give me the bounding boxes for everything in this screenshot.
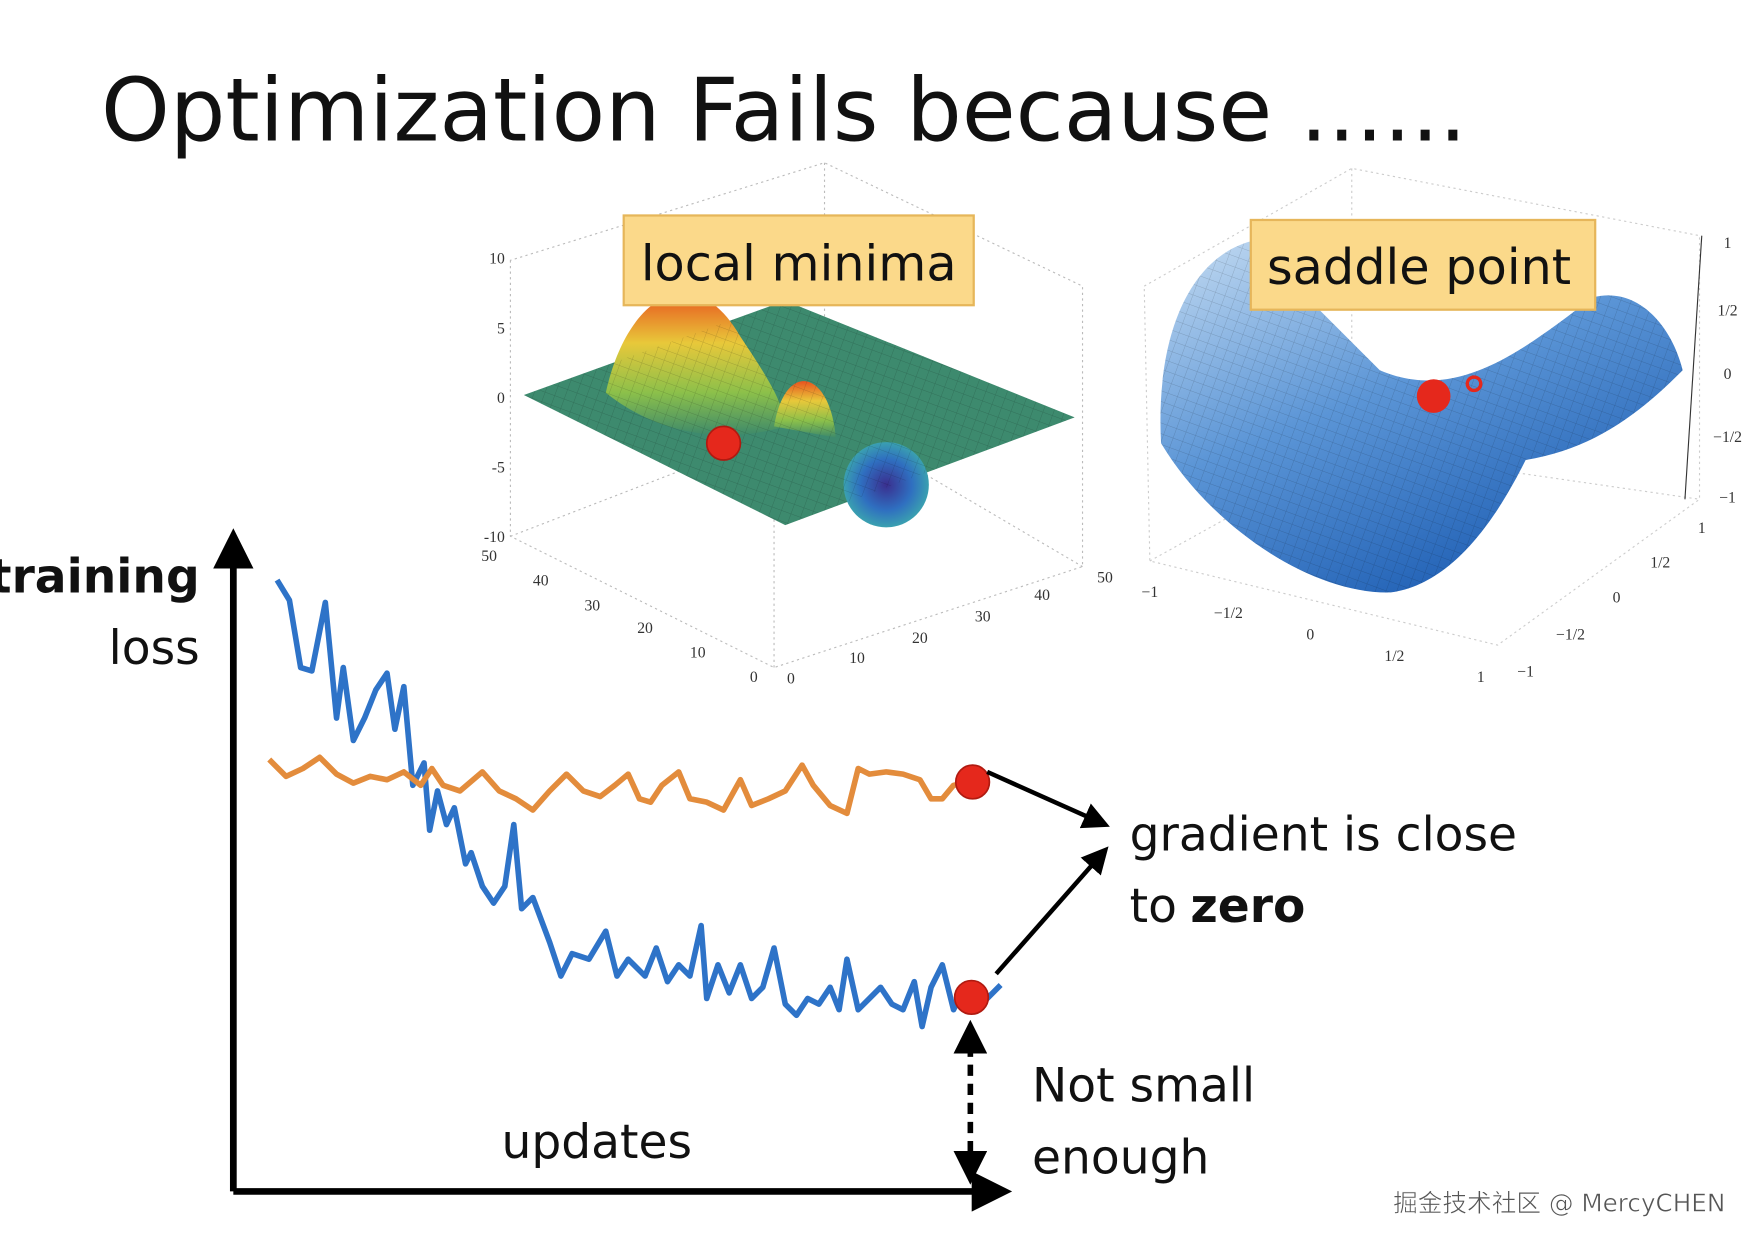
tick-label: -5 xyxy=(492,459,505,476)
tick-label: −1 xyxy=(1517,664,1534,681)
tick-label: 10 xyxy=(849,650,865,667)
tick-label: 1 xyxy=(1724,235,1732,252)
tick-label: 20 xyxy=(912,630,928,647)
tick-label: 5 xyxy=(497,320,505,337)
tick-label: 10 xyxy=(489,251,505,268)
tick-label: −1/2 xyxy=(1713,429,1742,446)
annotation: enough xyxy=(1032,1130,1209,1185)
annotation: Not small xyxy=(1032,1059,1255,1114)
label-box xyxy=(1249,218,1597,311)
tick-label: −1/2 xyxy=(1214,605,1243,622)
arrow xyxy=(994,846,1109,976)
blue-curve xyxy=(274,578,1003,1030)
annotation: gradient is close xyxy=(1130,807,1517,862)
tick-label: 0 xyxy=(497,390,505,407)
saddle-surface xyxy=(1160,241,1683,593)
tick-label: 40 xyxy=(1034,587,1050,604)
saddle-point-label: saddle point xyxy=(1267,238,1571,296)
local-minima-label: local minima xyxy=(641,235,957,293)
label-box xyxy=(622,214,975,307)
x-axis-label: updates xyxy=(502,1115,693,1170)
tick-label: 40 xyxy=(533,573,549,590)
arrow xyxy=(986,769,1110,829)
annotation-text: to xyxy=(1130,879,1177,934)
tick-label: 1 xyxy=(1698,520,1706,537)
tick-label: 1 xyxy=(1477,669,1485,686)
tick-label: 0 xyxy=(1724,366,1732,383)
tick-label: −1/2 xyxy=(1556,627,1585,644)
tick-label: −1 xyxy=(1141,584,1158,601)
y-axis-label: loss xyxy=(109,621,200,676)
tick-label: −1 xyxy=(1719,490,1736,507)
title: Optimization Fails because ...... xyxy=(101,59,1467,161)
tick-label: 20 xyxy=(637,620,653,637)
tick-label: 1/2 xyxy=(1650,555,1670,572)
tick-label: 30 xyxy=(584,597,600,614)
tick-label: 50 xyxy=(481,548,497,565)
tick-label: -10 xyxy=(484,529,505,546)
tick-label: 10 xyxy=(690,644,706,661)
tick-label: 0 xyxy=(1306,627,1314,644)
y-axis-label: training xyxy=(0,549,200,604)
tick-label: 0 xyxy=(787,670,795,687)
local-minima-surface xyxy=(523,293,1075,528)
tick-label: 50 xyxy=(1097,569,1113,586)
tick-label: 0 xyxy=(1613,589,1621,606)
watermark: 掘金技术社区 @ MercyCHEN xyxy=(1393,1189,1725,1218)
point xyxy=(953,979,990,1016)
saddle-z-axis xyxy=(1684,235,1703,500)
tick-label: 0 xyxy=(750,669,758,686)
tick-label: 30 xyxy=(975,609,991,626)
orange-curve xyxy=(267,754,971,817)
annotation-bold: zero xyxy=(1190,879,1305,934)
tick-label: 1/2 xyxy=(1384,648,1404,665)
tick-label: 1/2 xyxy=(1718,302,1738,319)
annotation: to zero xyxy=(1130,879,1306,934)
point xyxy=(954,764,991,800)
